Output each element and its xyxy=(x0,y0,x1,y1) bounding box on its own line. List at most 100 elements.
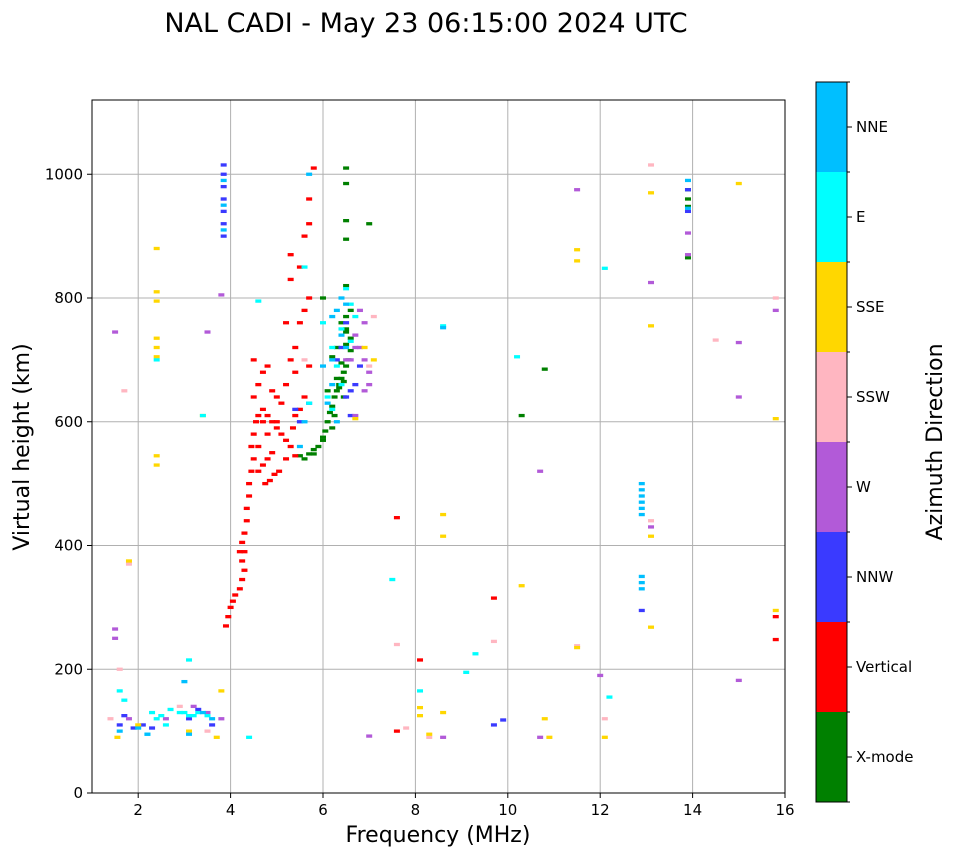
data-point xyxy=(190,714,197,718)
data-point xyxy=(638,574,645,579)
data-point xyxy=(343,364,350,368)
data-point xyxy=(269,420,276,424)
data-point xyxy=(338,361,345,365)
data-point xyxy=(283,457,290,461)
data-point xyxy=(574,188,581,192)
colorbar-category-label: SSE xyxy=(856,298,885,316)
data-point xyxy=(283,438,290,442)
data-point xyxy=(296,420,303,424)
data-point xyxy=(176,710,183,715)
data-point xyxy=(292,407,299,412)
series-vertical xyxy=(222,166,779,733)
data-point xyxy=(153,355,160,359)
data-point xyxy=(366,370,373,374)
data-point xyxy=(343,287,350,291)
data-point xyxy=(153,246,160,251)
data-point xyxy=(310,166,317,170)
data-point xyxy=(329,426,336,430)
data-point xyxy=(343,327,350,331)
data-point xyxy=(241,550,248,554)
data-point xyxy=(135,723,142,727)
data-point xyxy=(296,321,303,325)
data-point xyxy=(130,726,137,730)
data-point xyxy=(112,627,119,631)
y-tick-label: 800 xyxy=(54,289,83,307)
data-point xyxy=(361,321,368,325)
data-point xyxy=(340,370,347,374)
x-tick-label: 12 xyxy=(591,801,610,819)
colorbar-category-label: Vertical xyxy=(856,658,912,676)
data-point xyxy=(352,382,359,387)
data-point xyxy=(648,534,655,538)
data-point xyxy=(324,395,331,399)
data-point xyxy=(574,248,581,252)
data-point xyxy=(246,494,253,498)
data-point xyxy=(301,234,308,238)
data-point xyxy=(248,469,255,473)
data-point xyxy=(541,367,548,371)
data-point xyxy=(772,417,779,421)
data-point xyxy=(250,432,257,436)
data-point xyxy=(490,596,497,600)
data-point xyxy=(684,231,691,235)
data-point xyxy=(735,678,742,683)
data-point xyxy=(283,382,290,387)
data-point xyxy=(370,358,377,362)
data-point xyxy=(347,389,354,393)
data-point xyxy=(735,340,742,345)
grid-lines xyxy=(92,100,786,794)
colorbar-segment xyxy=(816,262,847,352)
data-point xyxy=(541,717,548,721)
data-point xyxy=(239,540,246,545)
data-point xyxy=(366,382,373,387)
data-point xyxy=(218,689,225,693)
data-point xyxy=(347,413,354,418)
data-point xyxy=(329,404,336,408)
series-nne xyxy=(116,172,691,736)
data-point xyxy=(236,587,243,591)
data-point xyxy=(229,599,236,603)
data-point xyxy=(366,364,373,368)
data-point xyxy=(638,580,645,585)
data-point xyxy=(250,358,257,362)
x-tick-label: 16 xyxy=(775,801,794,819)
data-point xyxy=(262,481,269,486)
data-point xyxy=(546,735,553,739)
data-point xyxy=(315,444,322,449)
data-point xyxy=(352,417,359,421)
data-point xyxy=(338,296,345,300)
colorbar-segment xyxy=(816,712,847,802)
data-point xyxy=(352,413,359,418)
data-point xyxy=(167,707,174,712)
data-point xyxy=(537,735,544,739)
data-point xyxy=(361,345,368,350)
data-point xyxy=(772,296,779,300)
data-point xyxy=(648,163,655,167)
data-point xyxy=(320,296,326,300)
colorbar-segment xyxy=(816,622,847,712)
data-point xyxy=(195,707,202,712)
data-point xyxy=(220,178,227,183)
data-point xyxy=(735,181,742,186)
data-point xyxy=(684,209,691,214)
y-axis-label: Virtual height (km) xyxy=(10,343,35,550)
x-tick-label: 8 xyxy=(411,801,421,819)
data-point xyxy=(153,454,160,458)
data-point xyxy=(218,293,225,297)
data-point xyxy=(712,338,719,342)
data-point xyxy=(255,382,262,387)
data-point xyxy=(340,379,347,384)
data-point xyxy=(648,625,655,629)
data-point xyxy=(158,714,165,718)
data-point xyxy=(255,444,262,449)
data-point xyxy=(162,723,169,727)
data-point xyxy=(772,615,779,619)
data-point xyxy=(220,184,227,189)
data-point xyxy=(684,178,691,183)
data-point xyxy=(601,266,608,270)
data-point xyxy=(343,181,350,186)
data-point xyxy=(253,420,260,424)
y-tick-label: 200 xyxy=(54,660,83,678)
data-point xyxy=(343,166,350,170)
data-point xyxy=(204,710,211,715)
